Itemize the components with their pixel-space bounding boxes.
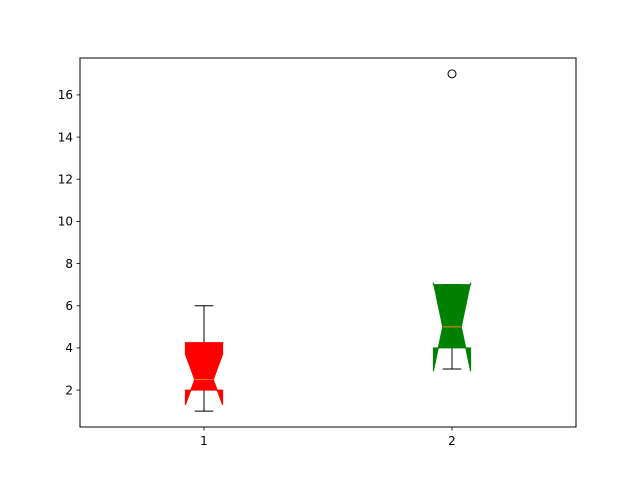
boxes-layer xyxy=(184,69,472,412)
y-tick-label: 16 xyxy=(58,88,73,102)
y-tick-label: 12 xyxy=(58,173,73,187)
plot-frame xyxy=(79,57,577,428)
x-tick-label: 2 xyxy=(448,434,456,448)
y-tick-label: 6 xyxy=(65,299,73,313)
y-tick-label: 14 xyxy=(58,130,73,144)
y-tick-label: 8 xyxy=(65,257,73,271)
y-tick-label: 2 xyxy=(65,383,73,397)
outlier-point xyxy=(447,69,457,79)
box-group xyxy=(184,305,224,412)
notched-box xyxy=(184,342,224,406)
y-tick-label: 4 xyxy=(65,341,73,355)
y-tick-label: 10 xyxy=(58,215,73,229)
x-tick-label: 1 xyxy=(200,434,208,448)
box-group xyxy=(432,69,472,372)
y-axis-ticks: 2 4 6 8 10 12 14 16 xyxy=(58,88,80,397)
